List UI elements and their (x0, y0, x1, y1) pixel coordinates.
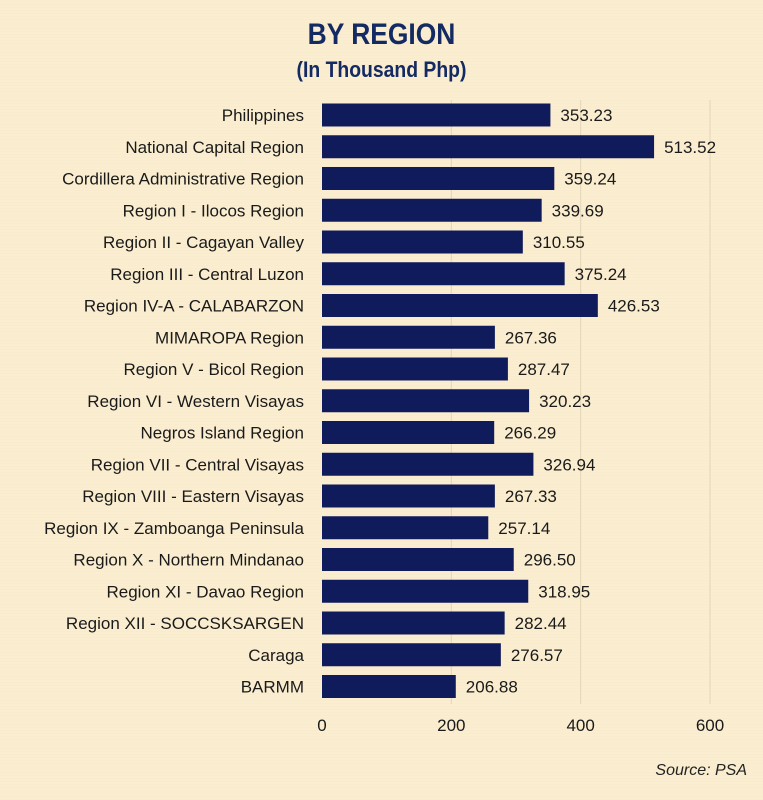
category-label: Region IV-A - CALABARZON (84, 297, 304, 316)
category-label: Region VII - Central Visayas (91, 455, 304, 474)
value-label: 353.23 (560, 106, 612, 125)
bar (322, 389, 530, 413)
value-label: 257.14 (498, 519, 550, 538)
category-label: Region III - Central Luzon (110, 265, 304, 284)
category-label: Region VI - Western Visayas (87, 392, 304, 411)
value-label: 310.55 (533, 233, 585, 252)
category-label: Region V - Bicol Region (124, 360, 304, 379)
bar (322, 579, 529, 603)
bar-chart: Philippines 353.23 National Capital Region… (44, 100, 724, 735)
category-label: Region XII - SOCCSKSARGEN (66, 614, 304, 633)
value-label: 513.52 (664, 138, 716, 157)
value-label: 282.44 (515, 614, 567, 633)
category-label: Negros Island Region (141, 424, 304, 443)
bar (322, 103, 551, 127)
bar (322, 421, 495, 444)
bar (322, 167, 555, 190)
value-label: 359.24 (564, 170, 616, 189)
chart-title: BY REGION (307, 18, 456, 51)
category-label: Cordillera Administrative Region (62, 170, 304, 189)
value-label: 267.33 (505, 487, 557, 506)
category-label: MIMAROPA Region (155, 328, 304, 347)
value-label: 287.47 (518, 360, 570, 379)
bar (322, 262, 565, 286)
x-tick-label: 0 (317, 716, 326, 735)
value-label: 426.53 (608, 297, 660, 316)
category-label: Region X - Northern Mindanao (73, 551, 304, 570)
bar (322, 675, 456, 698)
bar (322, 548, 514, 571)
bar (322, 325, 495, 349)
value-label: 320.23 (539, 392, 591, 411)
value-label: 339.69 (552, 201, 604, 220)
bar (322, 484, 495, 508)
category-label: Region VIII - Eastern Visayas (82, 487, 304, 506)
value-label: 267.36 (505, 328, 557, 347)
value-label: 318.95 (538, 582, 590, 601)
value-label: 375.24 (575, 265, 627, 284)
category-label: Caraga (248, 646, 304, 665)
category-label: Region II - Cagayan Valley (103, 233, 304, 252)
value-label: 266.29 (504, 424, 556, 443)
value-label: 276.57 (511, 646, 563, 665)
value-label: 296.50 (524, 551, 576, 570)
bar (322, 452, 534, 476)
bar (322, 230, 523, 254)
bar (322, 516, 489, 540)
chart-subtitle: (In Thousand Php) (296, 57, 467, 82)
category-label: Region XI - Davao Region (106, 582, 304, 601)
source-note: Source: PSA (655, 762, 747, 779)
category-label: BARMM (241, 678, 304, 697)
bar (322, 294, 598, 317)
category-label: Region IX - Zamboanga Peninsula (44, 519, 304, 538)
x-tick-label: 400 (566, 716, 594, 735)
bar (322, 357, 508, 381)
x-tick-label: 200 (437, 716, 465, 735)
bar (322, 611, 505, 635)
value-label: 326.94 (543, 455, 595, 474)
bar (322, 643, 501, 667)
category-label: National Capital Region (125, 138, 304, 157)
bar (322, 135, 655, 159)
category-label: Region I - Ilocos Region (123, 201, 304, 220)
x-tick-label: 600 (696, 716, 724, 735)
value-label: 206.88 (466, 678, 518, 697)
bar (322, 198, 542, 222)
category-label: Philippines (222, 106, 304, 125)
